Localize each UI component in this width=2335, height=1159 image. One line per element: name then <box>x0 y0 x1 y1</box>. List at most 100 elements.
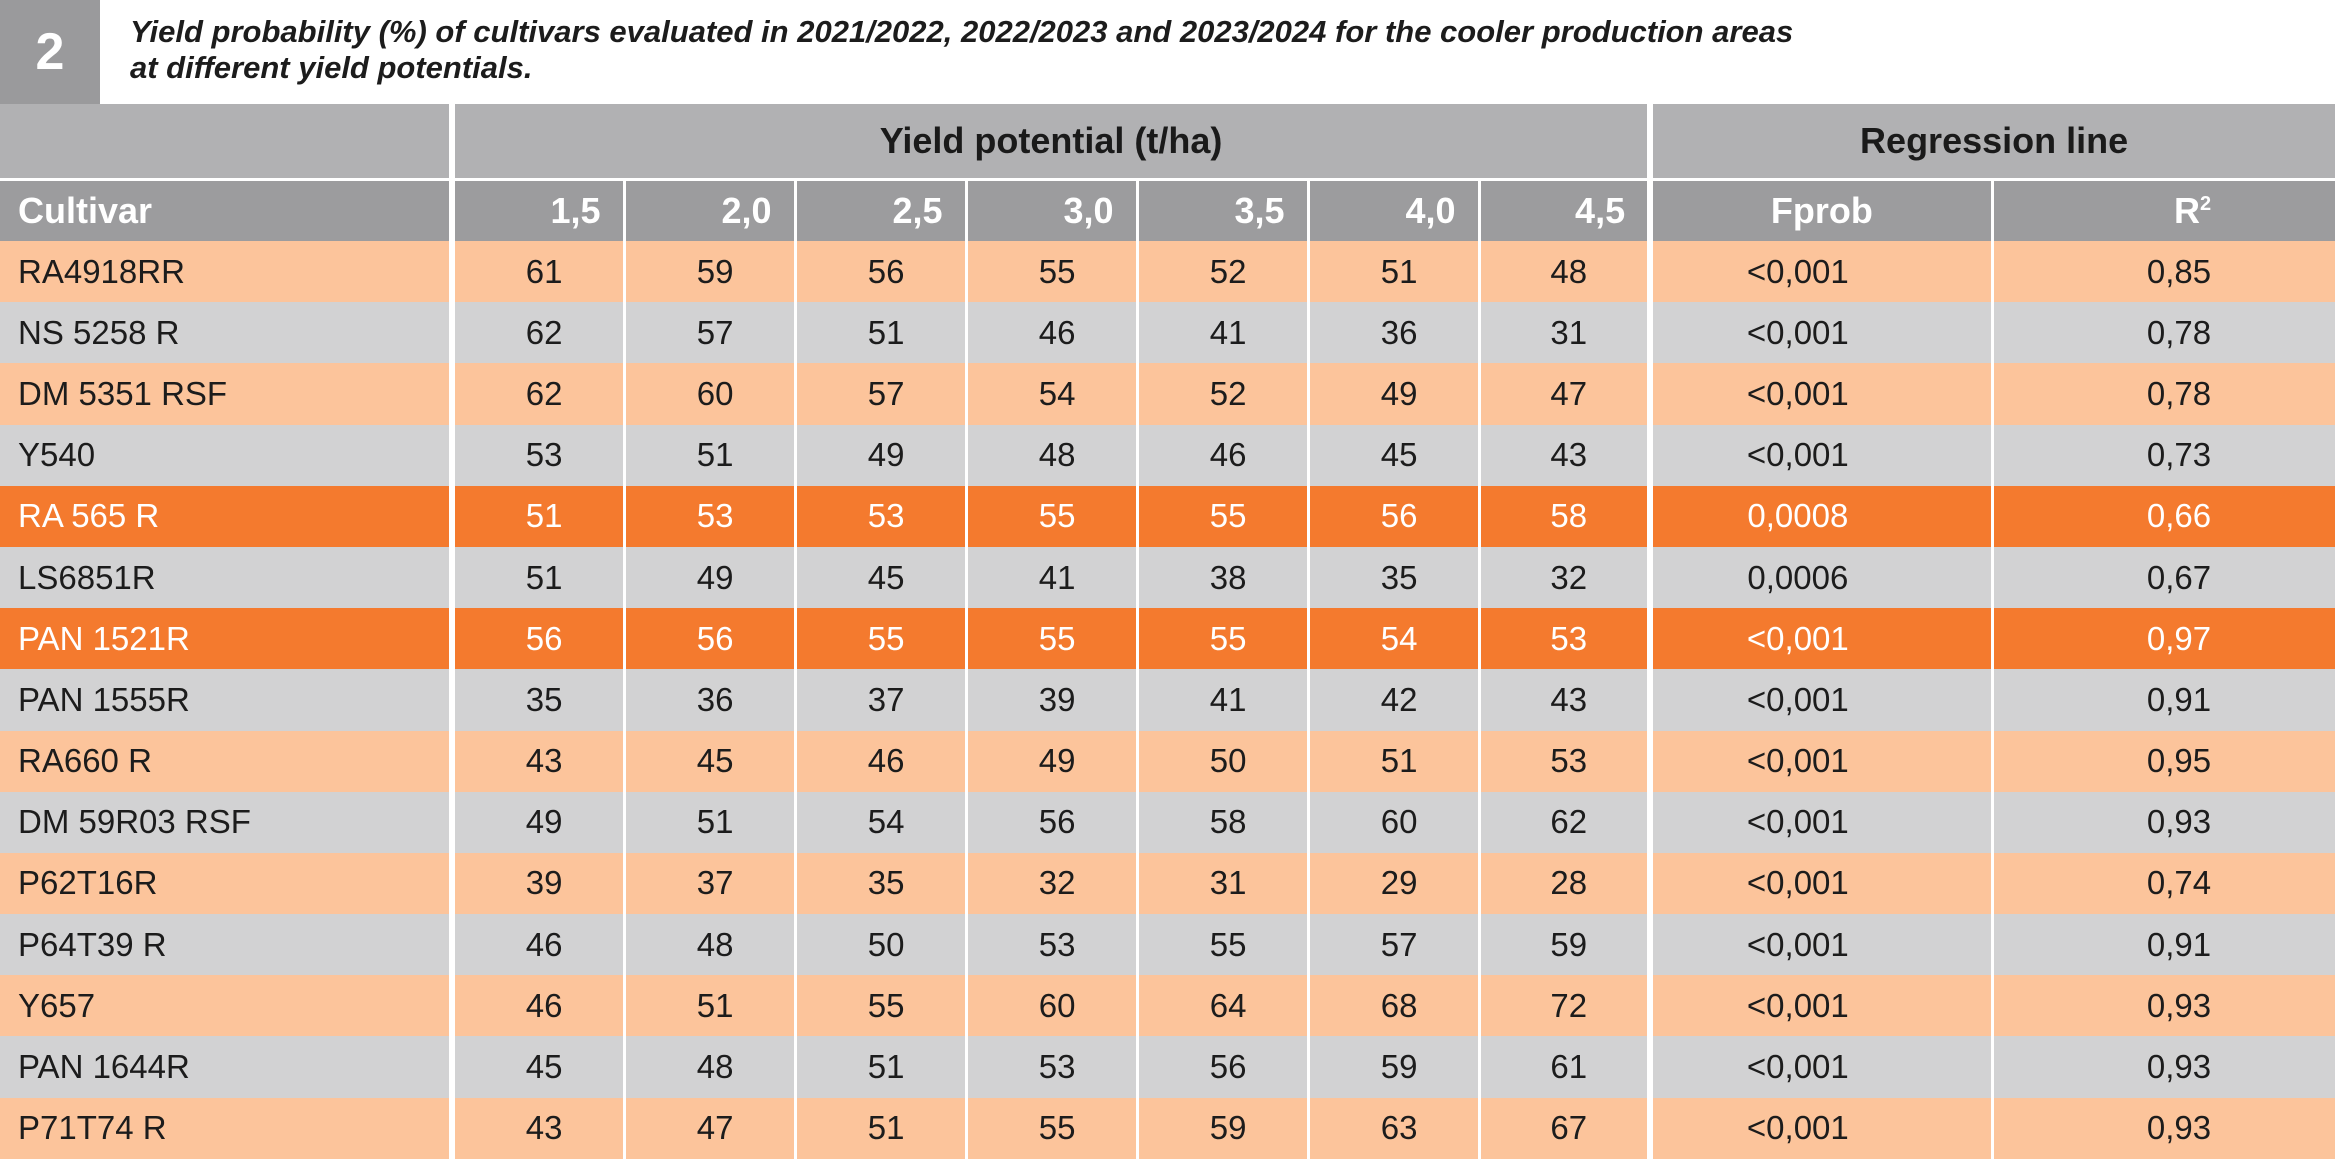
yield-probability-cell: 41 <box>1135 669 1308 731</box>
yield-probability-cell: 59 <box>1306 1036 1479 1098</box>
yield-probability-cell: 56 <box>449 608 624 670</box>
yield-probability-cell: 45 <box>793 546 966 609</box>
yield-probability-cell: 29 <box>1306 852 1479 915</box>
yield-probability-cell: 55 <box>964 485 1137 547</box>
yield-probability-cell: 41 <box>964 546 1137 609</box>
column-header-row: Cultivar 1,5 2,0 2,5 3,0 3,5 4,0 4,5 Fpr… <box>0 178 2335 241</box>
table-row: DM 59R03 RSF 49 51 54 56 58 60 62 <0,001 0,93 <box>0 791 2335 853</box>
table-row: P64T39 R 46 48 50 53 55 57 59 <0,001 0,91 <box>0 914 2335 976</box>
yield-probability-cell: 35 <box>793 852 966 915</box>
yield-probability-cell: 57 <box>1306 914 1479 976</box>
table-title-block: 2 Yield probability (%) of cultivars eva… <box>0 0 2335 104</box>
yield-probability-cell: 49 <box>622 546 795 609</box>
fprob-cell: 0,0006 <box>1647 546 1993 609</box>
yield-probability-cell: 46 <box>1135 424 1308 486</box>
fprob-cell: <0,001 <box>1647 669 1993 731</box>
potential-header: 3,5 <box>1135 178 1308 241</box>
table-row: LS6851R 51 49 45 41 38 35 32 0,0006 0,67 <box>0 546 2335 609</box>
potential-header: 3,0 <box>964 178 1137 241</box>
r-squared-cell: 0,97 <box>1990 608 2335 670</box>
yield-probability-cell: 72 <box>1477 975 1651 1037</box>
yield-probability-cell: 36 <box>622 669 795 731</box>
yield-probability-cell: 55 <box>964 1097 1137 1159</box>
yield-probability-cell: 51 <box>622 424 795 486</box>
yield-probability-cell: 52 <box>1135 241 1308 303</box>
yield-probability-cell: 51 <box>1306 241 1479 303</box>
cultivar-cell: DM 59R03 RSF <box>0 791 452 853</box>
yield-probability-cell: 57 <box>622 302 795 364</box>
yield-probability-cell: 50 <box>793 914 966 976</box>
yield-probability-cell: 51 <box>449 485 624 547</box>
yield-probability-cell: 46 <box>793 730 966 792</box>
yield-probability-cell: 45 <box>1306 424 1479 486</box>
table-number-badge: 2 <box>0 0 100 104</box>
yield-probability-cell: 53 <box>793 485 966 547</box>
fprob-cell: <0,001 <box>1647 975 1993 1037</box>
yield-probability-cell: 49 <box>793 424 966 486</box>
yield-probability-cell: 48 <box>964 424 1137 486</box>
table-row: Y657 46 51 55 60 64 68 72 <0,001 0,93 <box>0 975 2335 1037</box>
yield-probability-cell: 60 <box>1306 791 1479 853</box>
fprob-cell: <0,001 <box>1647 241 1993 303</box>
yield-probability-cell: 51 <box>793 302 966 364</box>
cultivar-cell: RA 565 R <box>0 485 452 547</box>
fprob-cell: <0,001 <box>1647 302 1993 364</box>
yield-probability-cell: 46 <box>964 302 1137 364</box>
yield-probability-cell: 53 <box>449 424 624 486</box>
fprob-cell: <0,001 <box>1647 914 1993 976</box>
yield-probability-cell: 59 <box>1477 914 1651 976</box>
cultivar-cell: P64T39 R <box>0 914 452 976</box>
yield-probability-cell: 45 <box>449 1036 624 1098</box>
yield-probability-cell: 53 <box>1477 730 1651 792</box>
fprob-cell: <0,001 <box>1647 1036 1993 1098</box>
yield-probability-cell: 43 <box>1477 669 1651 731</box>
fprob-cell: <0,001 <box>1647 363 1993 425</box>
yield-probability-cell: 55 <box>964 241 1137 303</box>
r-squared-cell: 0,66 <box>1990 485 2335 547</box>
r-squared-cell: 0,91 <box>1990 914 2335 976</box>
fprob-cell: <0,001 <box>1647 791 1993 853</box>
yield-probability-cell: 32 <box>1477 546 1651 609</box>
fprob-cell: <0,001 <box>1647 1097 1993 1159</box>
yield-probability-cell: 37 <box>622 852 795 915</box>
cultivar-cell: PAN 1521R <box>0 608 452 670</box>
fprob-cell: <0,001 <box>1647 852 1993 915</box>
yield-probability-cell: 55 <box>1135 914 1308 976</box>
yield-probability-cell: 35 <box>1306 546 1479 609</box>
yield-probability-cell: 31 <box>1135 852 1308 915</box>
yield-probability-cell: 61 <box>449 241 624 303</box>
yield-probability-cell: 39 <box>449 852 624 915</box>
yield-probability-cell: 54 <box>1306 608 1479 670</box>
yield-probability-cell: 60 <box>964 975 1137 1037</box>
yield-probability-cell: 58 <box>1477 485 1651 547</box>
yield-probability-cell: 51 <box>449 546 624 609</box>
yield-probability-cell: 43 <box>449 730 624 792</box>
r-squared-superscript: 2 <box>2199 193 2212 215</box>
cultivar-cell: P71T74 R <box>0 1097 452 1159</box>
table-row: RA 565 R 51 53 53 55 55 56 58 0,0008 0,66 <box>0 485 2335 547</box>
yield-probability-cell: 51 <box>622 791 795 853</box>
table-row: PAN 1644R 45 48 51 53 56 59 61 <0,001 0,93 <box>0 1036 2335 1098</box>
yield-probability-cell: 28 <box>1477 852 1651 915</box>
fprob-cell: <0,001 <box>1647 730 1993 792</box>
r-squared-cell: 0,74 <box>1990 852 2335 915</box>
r-squared-cell: 0,85 <box>1990 241 2335 303</box>
potential-header: 4,5 <box>1477 178 1651 241</box>
yield-probability-cell: 59 <box>622 241 795 303</box>
potential-header: 2,5 <box>793 178 966 241</box>
r-squared-cell: 0,95 <box>1990 730 2335 792</box>
yield-probability-cell: 56 <box>793 241 966 303</box>
cultivar-cell: PAN 1555R <box>0 669 452 731</box>
yield-probability-cell: 54 <box>964 363 1137 425</box>
r-squared-cell: 0,78 <box>1990 363 2335 425</box>
yield-probability-cell: 32 <box>964 852 1137 915</box>
yield-probability-cell: 51 <box>1306 730 1479 792</box>
r-squared-cell: 0,93 <box>1990 1036 2335 1098</box>
r-squared-cell: 0,67 <box>1990 546 2335 609</box>
yield-probability-cell: 41 <box>1135 302 1308 364</box>
regression-line-group-header: Regression line <box>1647 104 2335 180</box>
yield-probability-cell: 53 <box>622 485 795 547</box>
cultivar-cell: LS6851R <box>0 546 452 609</box>
yield-probability-cell: 57 <box>793 363 966 425</box>
yield-probability-cell: 42 <box>1306 669 1479 731</box>
